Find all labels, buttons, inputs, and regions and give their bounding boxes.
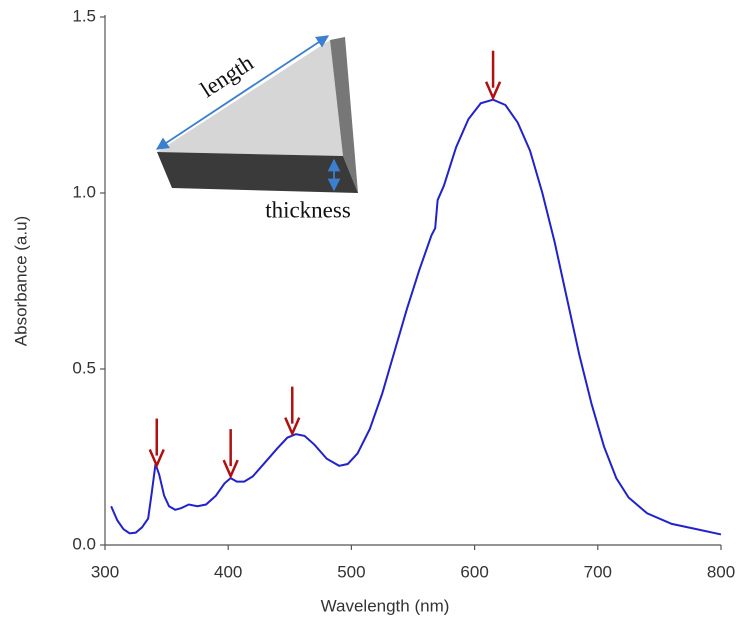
y-tick-label: 1.5	[72, 6, 96, 25]
spectrum-line	[110, 98, 722, 536]
nanoprism-diagram: length thickness	[155, 35, 358, 222]
y-tick-label: 0.5	[72, 358, 96, 377]
peak-arrow-head	[148, 449, 165, 469]
x-tick-label: 500	[337, 562, 365, 581]
peak-arrow	[222, 429, 239, 480]
length-arrow	[155, 35, 330, 150]
peak-arrow-head	[222, 459, 239, 480]
peak-arrow-head	[484, 81, 502, 101]
x-axis-title: Wavelength (nm)	[321, 596, 450, 615]
x-tick-label: 600	[460, 562, 488, 581]
prism-top-face	[157, 40, 343, 156]
y-axis-title: Absorbance (a.u)	[11, 216, 30, 346]
x-tick-label: 700	[584, 562, 612, 581]
x-tick-label: 800	[707, 562, 735, 581]
peak-arrow-head	[284, 417, 301, 437]
prism-side-face	[330, 37, 358, 193]
prism-front-face	[157, 152, 358, 193]
peak-arrow	[484, 50, 502, 101]
peak-arrow	[148, 418, 165, 469]
y-tick-label: 0.0	[72, 534, 96, 553]
peak-arrow	[284, 386, 301, 437]
y-tick-label: 1.0	[72, 182, 96, 201]
x-tick-label: 400	[214, 562, 242, 581]
annotation: thickness	[265, 197, 351, 222]
x-tick-label: 300	[91, 562, 119, 581]
